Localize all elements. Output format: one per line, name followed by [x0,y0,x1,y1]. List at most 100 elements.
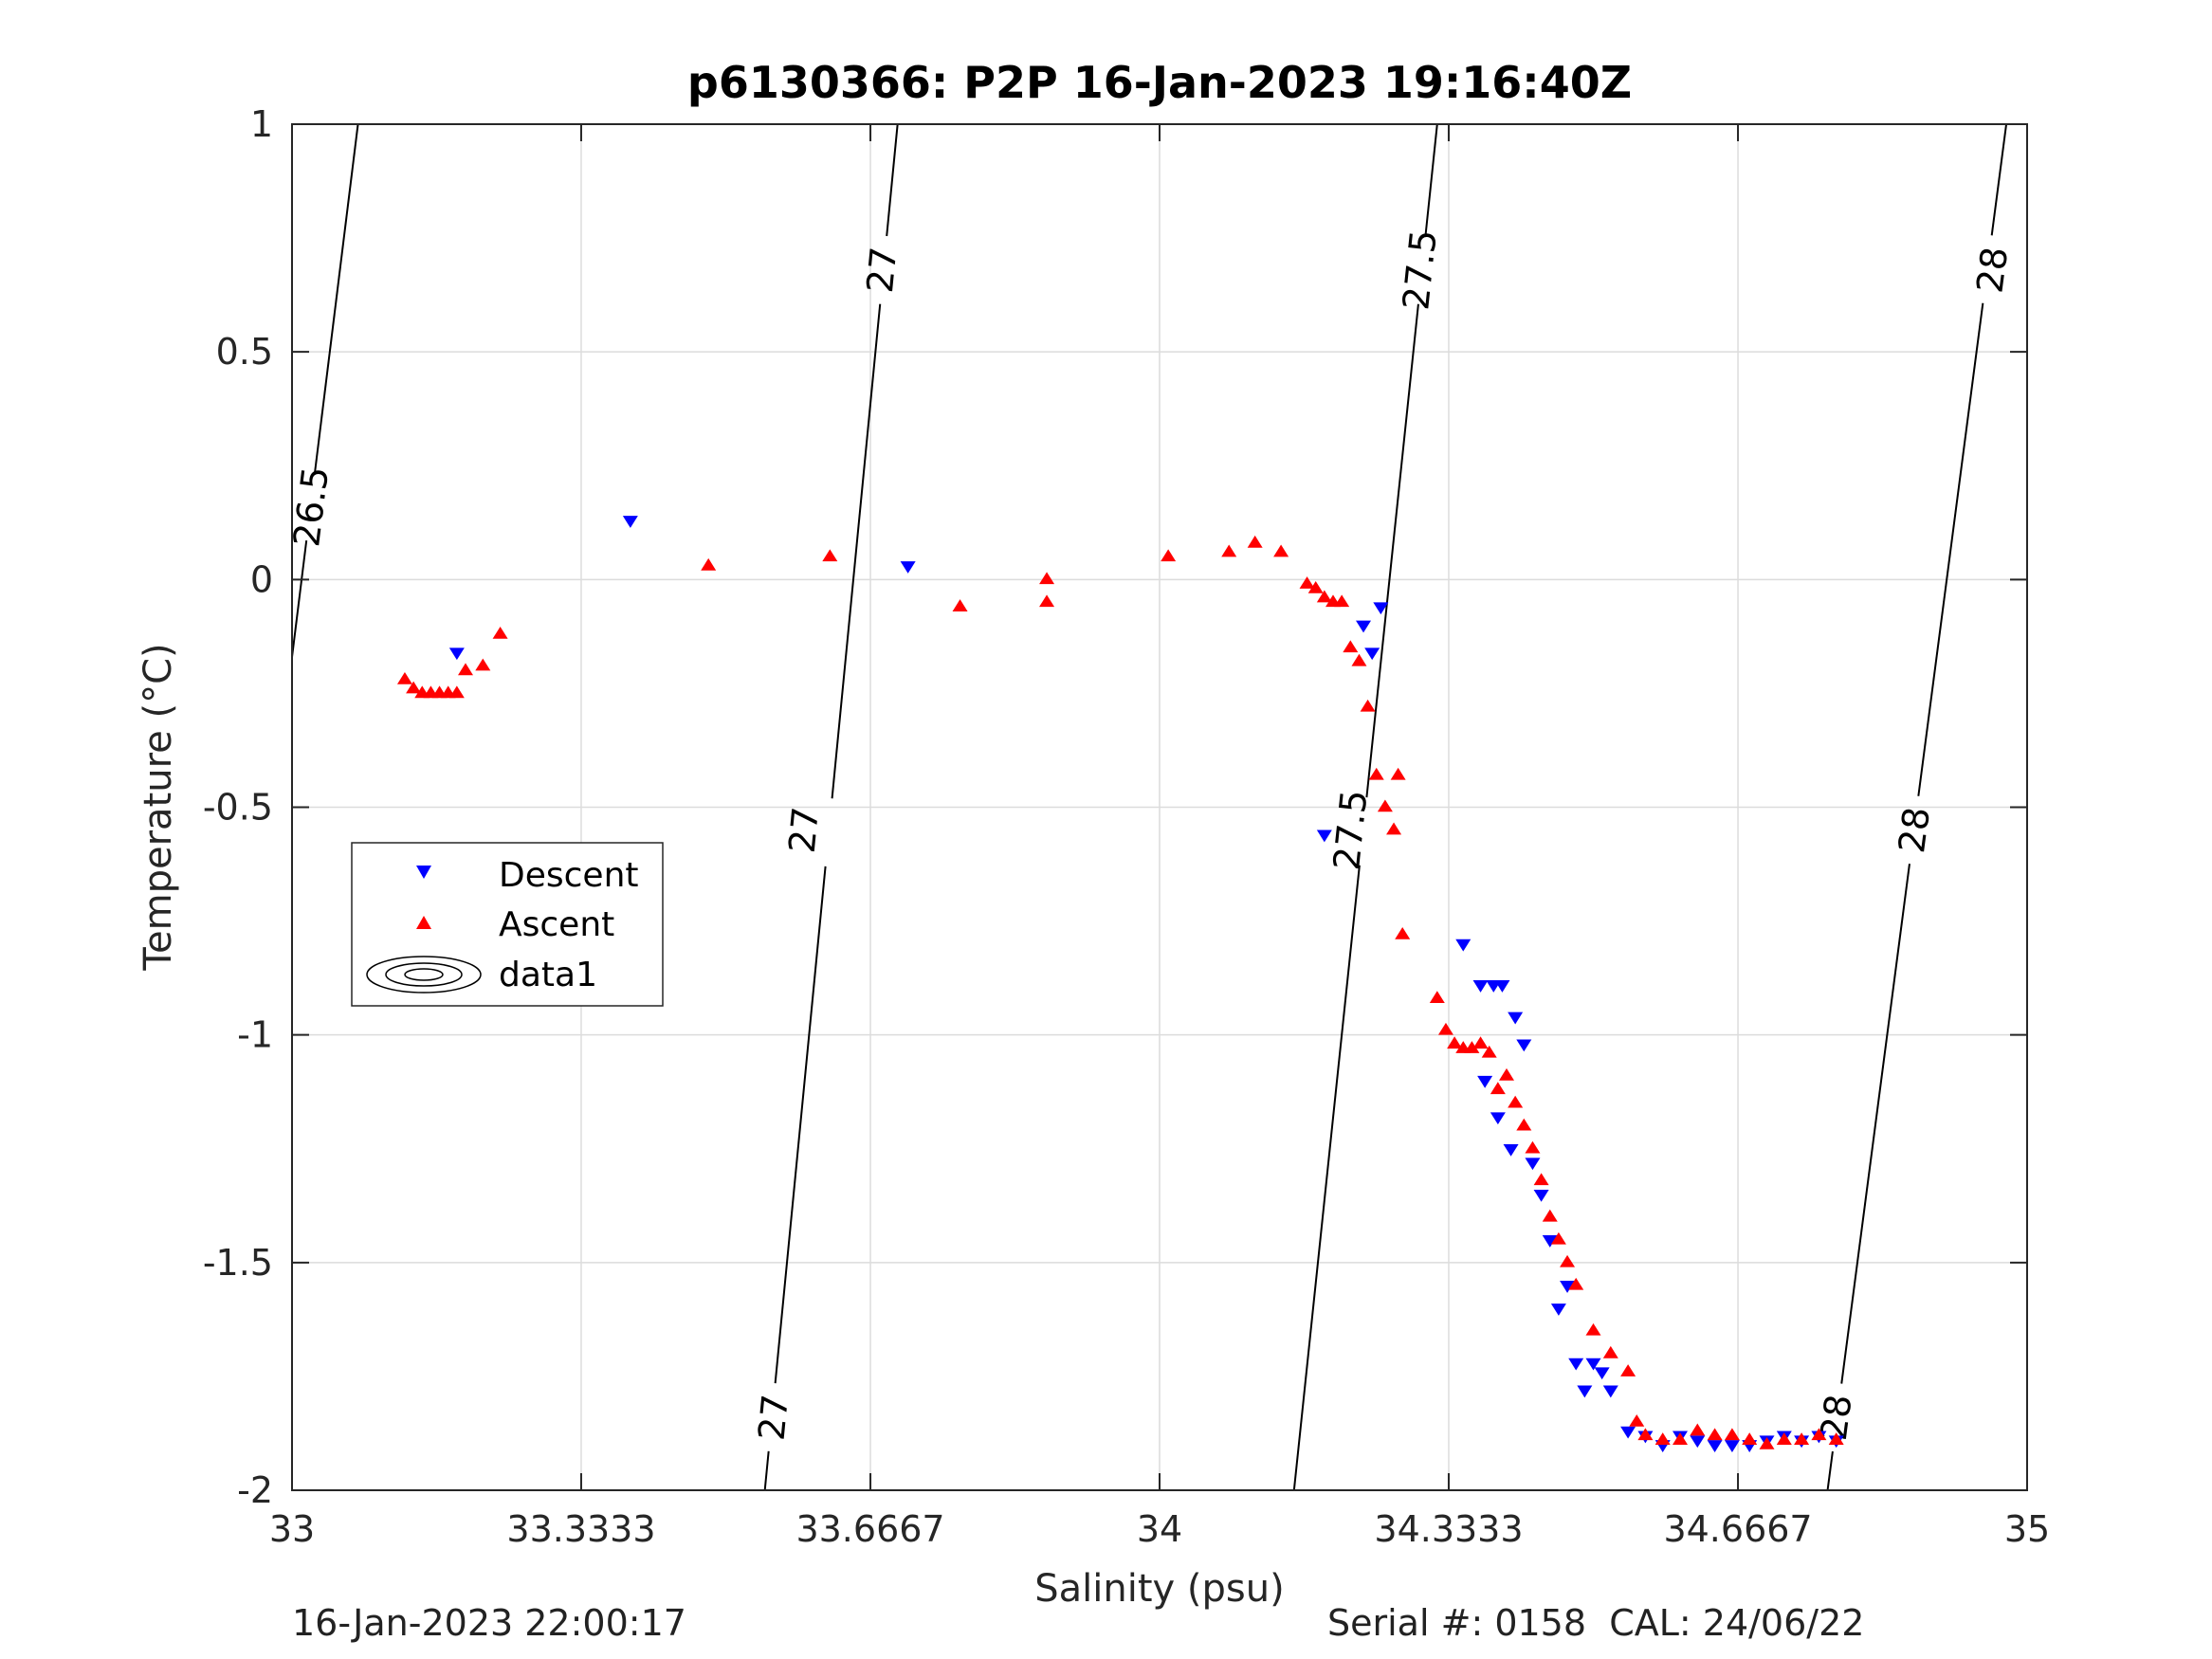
descent-point [448,647,465,661]
descent-point [1503,1143,1519,1157]
ascent-point [1161,549,1177,562]
y-tick-label: -1.5 [203,1242,273,1284]
ascent-point [1673,1432,1688,1445]
descent-point [1525,1158,1541,1171]
density-contour-label: 27.5 [1325,788,1376,872]
descent-point [1494,980,1510,993]
descent-point [1508,1012,1524,1025]
ascent-point [1629,1413,1645,1427]
y-tick-label: -1 [237,1014,273,1056]
legend-descent-label: Descent [499,856,639,895]
x-tick-label: 33.6667 [795,1508,944,1550]
y-tick-label: 0.5 [216,331,273,373]
ascent-point [1377,799,1393,812]
ascent-point [1472,1036,1489,1049]
ascent-point [1247,535,1263,548]
descent-point [1472,980,1489,993]
ascent-point [1395,926,1411,939]
y-axis-label: Temperature (°C) [137,643,180,971]
descent-point [1594,1367,1610,1380]
ascent-point [1654,1432,1671,1445]
density-contour-line [1365,303,1419,798]
ascent-point [396,672,412,684]
ascent-point [1273,544,1289,557]
y-tick-label: -2 [237,1469,273,1511]
y-tick-label: -0.5 [203,787,273,829]
legend-box [351,842,664,1007]
density-contour-line [1840,864,1910,1384]
descent-point [622,516,638,528]
density-contour-line [292,540,308,658]
ascent-point [1360,699,1376,712]
legend-descent-marker [416,866,431,879]
ascent-point [822,549,838,562]
ascent-point [1221,544,1237,557]
density-contour-line [1990,124,2008,236]
density-contour-line [886,124,899,237]
ascent-point [406,681,422,694]
ascent-point [1386,822,1402,835]
ascent-point [1828,1432,1844,1445]
data-points [396,516,1844,1452]
ascent-point [1464,1041,1480,1053]
x-axis-label: Salinity (psu) [1034,1567,1284,1611]
descent-point [900,561,916,574]
footer-serial-cal: Serial #: 0158 CAL: 24/06/22 [1327,1602,1865,1644]
ascent-point [1447,1036,1463,1049]
density-contour-label: 28 [1968,245,2016,296]
legend-contour-marker [366,956,482,994]
density-contour-line [1917,302,1984,796]
ascent-point [1343,640,1359,653]
density-contour-line [314,124,359,473]
ascent-point [1742,1432,1758,1445]
ascent-point [1542,1209,1558,1222]
ascent-point [1299,576,1315,589]
density-contour-line [831,303,882,799]
density-contour-line [763,1450,770,1490]
x-tick-label: 33.3333 [506,1508,655,1550]
x-tick-label: 34.3333 [1374,1508,1523,1550]
descent-point [1356,620,1372,633]
ascent-point [1690,1423,1706,1436]
density-contour-line [774,866,827,1384]
density-contour-label: 27 [859,246,905,295]
ascent-point [1307,580,1324,593]
chart-title: p6130366: P2P 16-Jan-2023 19:16:40Z [687,57,1632,108]
descent-point [1533,1189,1549,1202]
density-contour-label: 27.5 [1395,228,1445,312]
descent-point [1690,1435,1706,1449]
descent-point [1373,602,1389,615]
descent-point [1542,1235,1558,1248]
ascent-point [1490,1082,1506,1095]
descent-point [1707,1440,1723,1452]
density-contour-line [1292,865,1361,1490]
ascent-point [1759,1436,1775,1449]
ascent-point [952,599,968,611]
ascent-point [448,685,465,699]
y-tick-label: 0 [250,558,273,600]
ascent-point [1039,572,1055,585]
density-contour-label: 27 [781,805,827,854]
descent-point [1585,1358,1601,1371]
ascent-point [1351,653,1367,666]
ascent-point [1525,1140,1541,1154]
x-tick-label: 34 [1137,1508,1182,1550]
ascent-point [1368,767,1384,780]
ascent-point [1620,1364,1636,1376]
ascent-point [1585,1322,1601,1336]
ascent-point [1516,1118,1532,1131]
descent-point [1364,647,1380,661]
x-tick-label: 35 [2004,1508,2050,1550]
ascent-point [1776,1432,1792,1445]
descent-point [1490,1112,1506,1125]
density-contour-label: 28 [1891,805,1938,856]
density-contour-line [1424,124,1438,237]
ascent-point [1334,594,1350,608]
ascent-point [701,557,717,571]
descent-point [1550,1304,1566,1316]
ascent-point [475,658,491,671]
ascent-point [1533,1173,1549,1186]
ascent-point [1602,1345,1618,1358]
descent-point [1477,1075,1493,1088]
